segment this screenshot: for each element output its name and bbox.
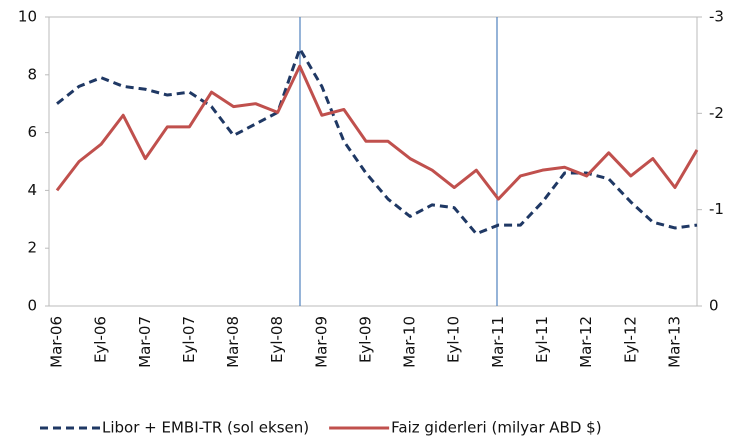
x-tick-label: Eyl-06 bbox=[92, 316, 110, 363]
y-tick-label: 4 bbox=[27, 181, 37, 199]
y-tick-label: 8 bbox=[27, 65, 37, 83]
x-tick-label: Mar-13 bbox=[665, 316, 683, 368]
x-tick-label: Mar-06 bbox=[48, 316, 66, 368]
y-tick-label: 10 bbox=[18, 8, 37, 26]
x-tick-label: Mar-12 bbox=[577, 316, 595, 368]
y2-tick-label: -2 bbox=[709, 104, 724, 122]
legend-label: Faiz giderleri (milyar ABD $) bbox=[391, 419, 601, 437]
x-tick-label: Eyl-09 bbox=[356, 316, 374, 363]
y2-tick-label: 0 bbox=[709, 297, 719, 315]
x-tick-label: Mar-09 bbox=[312, 316, 330, 368]
x-tick-label: Eyl-07 bbox=[180, 316, 198, 363]
x-tick-label: Eyl-11 bbox=[533, 316, 551, 363]
x-tick-label: Mar-11 bbox=[489, 316, 507, 368]
y2-tick-label: -1 bbox=[709, 200, 724, 218]
x-tick-label: Mar-10 bbox=[401, 316, 419, 368]
y2-tick-label: -3 bbox=[709, 8, 724, 26]
x-tick-label: Eyl-10 bbox=[445, 316, 463, 363]
x-tick-label: Eyl-08 bbox=[268, 316, 286, 363]
x-tick-label: Mar-07 bbox=[136, 316, 154, 368]
y-tick-label: 2 bbox=[27, 239, 37, 257]
series-line bbox=[55, 64, 699, 201]
y-tick-label: 6 bbox=[27, 123, 37, 141]
x-tick-label: Mar-08 bbox=[224, 316, 242, 368]
x-tick-label: Eyl-12 bbox=[621, 316, 639, 363]
y-tick-label: 0 bbox=[27, 297, 37, 315]
legend-label: Libor + EMBI-TR (sol eksen) bbox=[102, 419, 309, 437]
